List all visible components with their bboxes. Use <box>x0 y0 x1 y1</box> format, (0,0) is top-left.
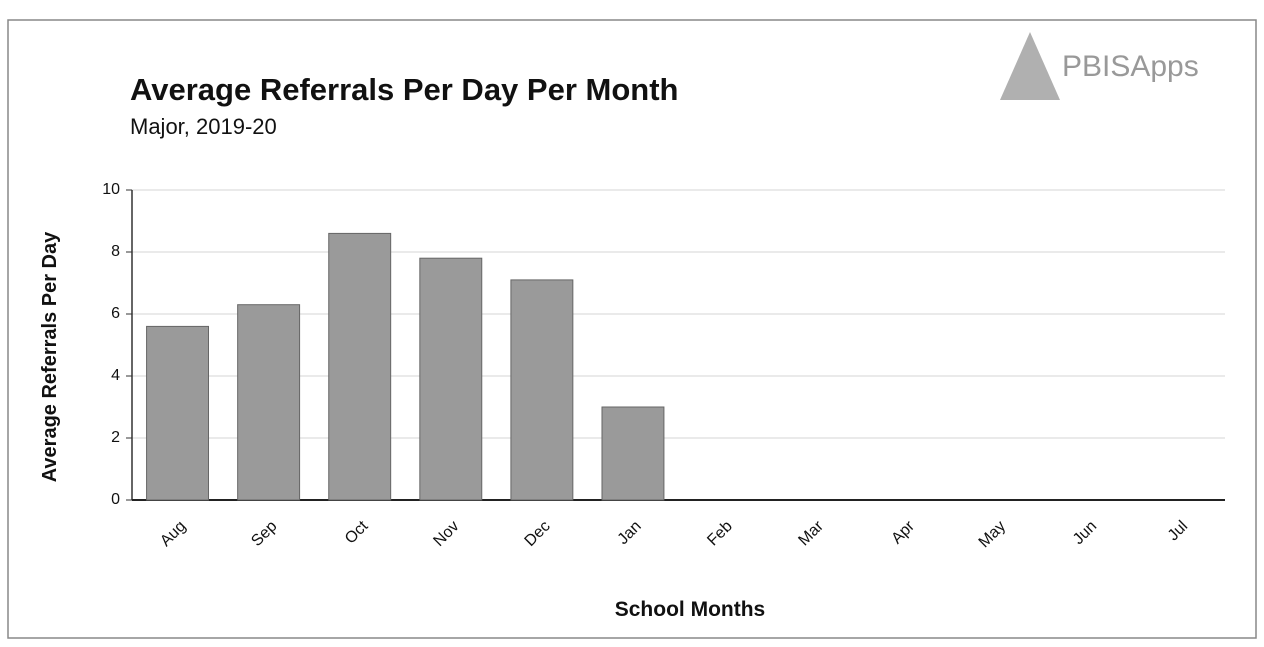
logo-text: PBISApps <box>1062 50 1199 83</box>
x-axis-label: School Months <box>615 598 766 621</box>
bar <box>146 325 210 501</box>
y-tick-label: 2 <box>111 429 120 446</box>
y-tick-label: 6 <box>111 305 120 322</box>
y-tick-label: 10 <box>102 181 120 198</box>
chart-frame <box>7 19 1257 639</box>
bar <box>328 232 392 501</box>
bar <box>237 304 301 501</box>
y-axis-label: Average Referrals Per Day <box>39 231 61 482</box>
logo-icon <box>1000 32 1060 100</box>
bar <box>419 257 483 501</box>
y-tick-label: 8 <box>111 243 120 260</box>
y-tick-label: 4 <box>111 367 120 384</box>
chart-title: Average Referrals Per Day Per Month <box>130 72 678 107</box>
bar <box>601 406 665 501</box>
y-tick-label: 0 <box>111 491 120 508</box>
bar <box>510 279 574 501</box>
logo: PBISApps <box>1000 32 1199 100</box>
chart-subtitle: Major, 2019-20 <box>130 114 277 139</box>
